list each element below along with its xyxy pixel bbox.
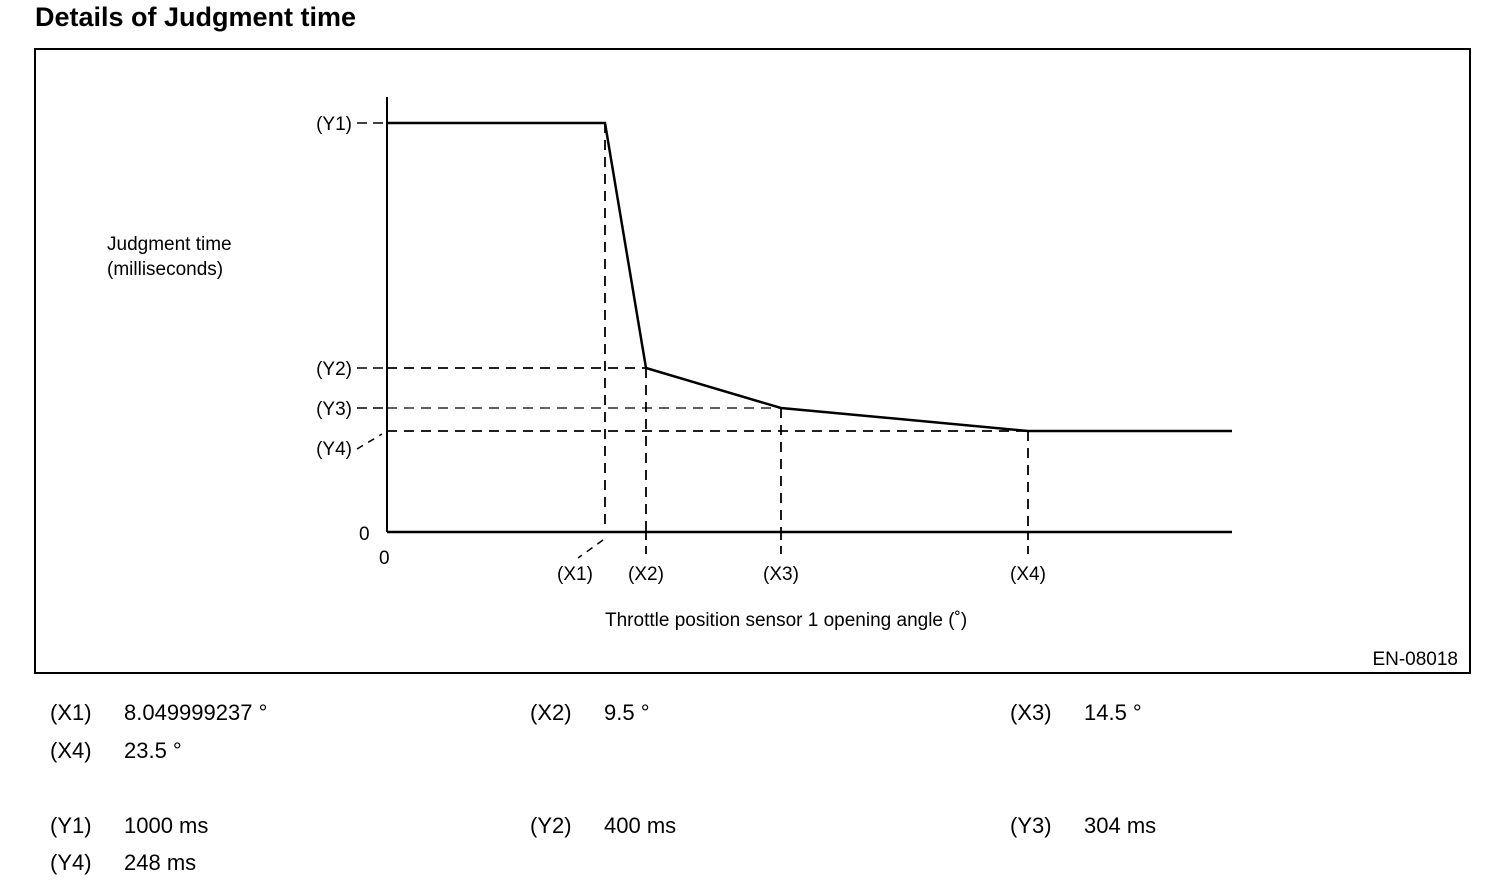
x-legend-value: 14.5 ° [1084, 700, 1142, 725]
y-legend-key: (Y3) [1010, 813, 1052, 838]
x-tick-label: (X4) [1010, 564, 1046, 585]
x-tick-label: (X1) [557, 564, 593, 585]
page-title: Details of Judgment time [35, 2, 357, 32]
x-legend-key: (X1) [50, 700, 92, 725]
figure-id: EN-08018 [1372, 649, 1458, 670]
y-tick-label: (Y3) [316, 399, 352, 420]
x-origin-label: 0 [379, 548, 390, 569]
series-line [387, 121, 1232, 433]
x-legend-key: (X3) [1010, 700, 1052, 725]
y-tick-label: (Y1) [316, 114, 352, 135]
x-tick-leader [577, 539, 604, 559]
x-legend-value: 8.049999237 ° [124, 700, 268, 725]
y-legend-value: 400 ms [604, 813, 677, 838]
y-axis-title-line2: (milliseconds) [107, 259, 223, 280]
y-legend-key: (Y4) [50, 850, 92, 875]
y-origin-label: 0 [359, 524, 370, 545]
x-tick-label: (X2) [628, 564, 664, 585]
x-legend-value: 9.5 ° [604, 700, 650, 725]
y-tick-label: (Y2) [316, 359, 352, 380]
y-legend-value: 1000 ms [124, 813, 209, 838]
y-tick-leader [356, 433, 383, 450]
x-legend-key: (X2) [530, 700, 572, 725]
y-legend-value: 248 ms [124, 850, 197, 875]
x-legend-value: 23.5 ° [124, 738, 182, 763]
y-legend-key: (Y2) [530, 813, 572, 838]
y-axis-title-line1: Judgment time [107, 234, 232, 255]
x-legend-key: (X4) [50, 738, 92, 763]
figure-frame [34, 48, 1471, 674]
y-tick-label: (Y4) [316, 439, 352, 460]
y-legend-value: 304 ms [1084, 813, 1157, 838]
x-tick-label: (X3) [763, 564, 799, 585]
x-axis-title: Throttle position sensor 1 opening angle… [605, 610, 967, 631]
y-legend-key: (Y1) [50, 813, 92, 838]
